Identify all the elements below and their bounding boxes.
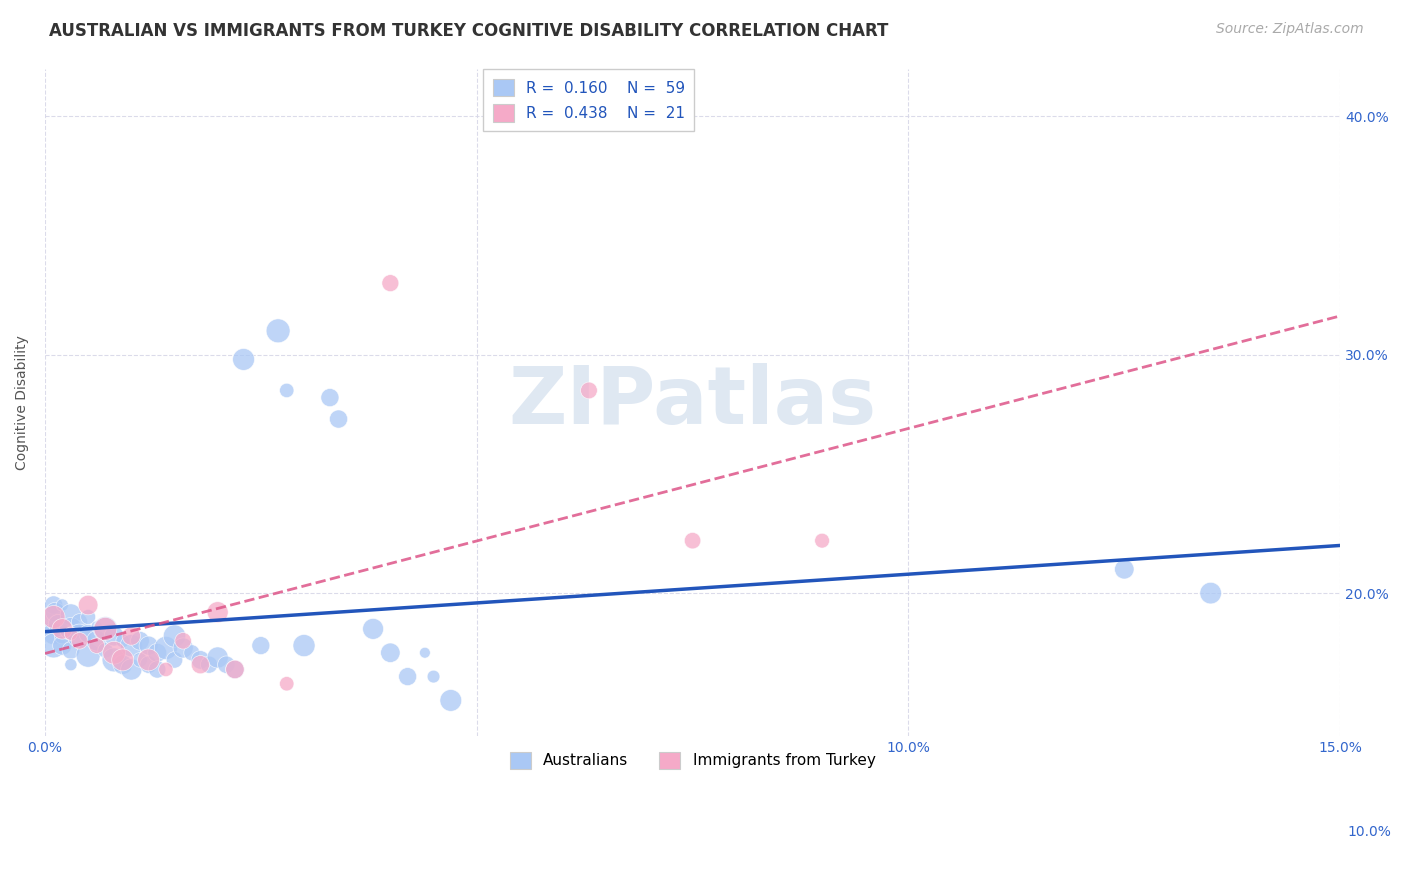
Point xyxy=(59,643,82,657)
Point xyxy=(380,276,402,290)
Y-axis label: Cognitive Disability: Cognitive Disability xyxy=(15,334,30,470)
Point xyxy=(292,639,315,653)
Point xyxy=(190,653,212,667)
Point xyxy=(77,610,100,624)
Point xyxy=(163,653,186,667)
Point xyxy=(51,629,73,643)
Point xyxy=(42,610,65,624)
Point xyxy=(422,670,444,684)
Point xyxy=(103,629,125,643)
Point xyxy=(129,633,152,648)
Point xyxy=(224,662,246,676)
Point xyxy=(180,646,202,660)
Point xyxy=(69,629,91,643)
Point xyxy=(380,646,402,660)
Point xyxy=(111,653,134,667)
Point xyxy=(69,615,91,629)
Point xyxy=(138,639,160,653)
Point xyxy=(1114,562,1136,576)
Point xyxy=(51,639,73,653)
Point xyxy=(1199,586,1222,600)
Point xyxy=(172,633,194,648)
Point xyxy=(250,639,273,653)
Point xyxy=(267,324,290,338)
Point xyxy=(440,693,463,707)
Point xyxy=(163,629,186,643)
Point xyxy=(86,633,108,648)
Point xyxy=(138,653,160,667)
Point xyxy=(224,662,246,676)
Text: 10.0%: 10.0% xyxy=(1347,824,1391,838)
Point xyxy=(86,619,108,633)
Point xyxy=(51,598,73,612)
Point xyxy=(103,653,125,667)
Point xyxy=(328,412,350,426)
Point xyxy=(42,598,65,612)
Point xyxy=(59,607,82,622)
Point xyxy=(59,657,82,672)
Point xyxy=(146,646,169,660)
Point xyxy=(129,653,152,667)
Point xyxy=(396,670,419,684)
Point xyxy=(94,622,117,636)
Point xyxy=(46,617,69,632)
Point xyxy=(111,633,134,648)
Legend: Australians, Immigrants from Turkey: Australians, Immigrants from Turkey xyxy=(503,746,882,775)
Point xyxy=(59,626,82,640)
Text: ZIPatlas: ZIPatlas xyxy=(509,363,877,442)
Point xyxy=(232,352,254,367)
Point xyxy=(51,622,73,636)
Point xyxy=(207,650,229,665)
Point xyxy=(811,533,834,548)
Point xyxy=(111,657,134,672)
Point xyxy=(172,640,194,655)
Point xyxy=(413,646,436,660)
Point xyxy=(207,605,229,619)
Point xyxy=(138,657,160,672)
Point xyxy=(41,610,63,624)
Point xyxy=(77,598,100,612)
Point xyxy=(120,629,142,643)
Point xyxy=(77,626,100,640)
Point xyxy=(190,657,212,672)
Point xyxy=(146,662,169,676)
Point xyxy=(42,626,65,640)
Point xyxy=(42,639,65,653)
Point xyxy=(319,391,342,405)
Point xyxy=(120,662,142,676)
Point xyxy=(94,622,117,636)
Text: Source: ZipAtlas.com: Source: ZipAtlas.com xyxy=(1216,22,1364,37)
Point xyxy=(44,605,66,619)
Point xyxy=(682,533,704,548)
Text: AUSTRALIAN VS IMMIGRANTS FROM TURKEY COGNITIVE DISABILITY CORRELATION CHART: AUSTRALIAN VS IMMIGRANTS FROM TURKEY COG… xyxy=(49,22,889,40)
Point xyxy=(120,639,142,653)
Point xyxy=(198,657,221,672)
Point xyxy=(86,639,108,653)
Point xyxy=(77,648,100,662)
Point xyxy=(361,622,384,636)
Point xyxy=(69,633,91,648)
Point xyxy=(155,662,177,676)
Point xyxy=(276,384,298,398)
Point xyxy=(215,657,238,672)
Point xyxy=(59,622,82,636)
Point xyxy=(38,622,60,636)
Point xyxy=(94,643,117,657)
Point xyxy=(276,677,298,691)
Point xyxy=(155,640,177,655)
Point xyxy=(578,384,600,398)
Point xyxy=(103,646,125,660)
